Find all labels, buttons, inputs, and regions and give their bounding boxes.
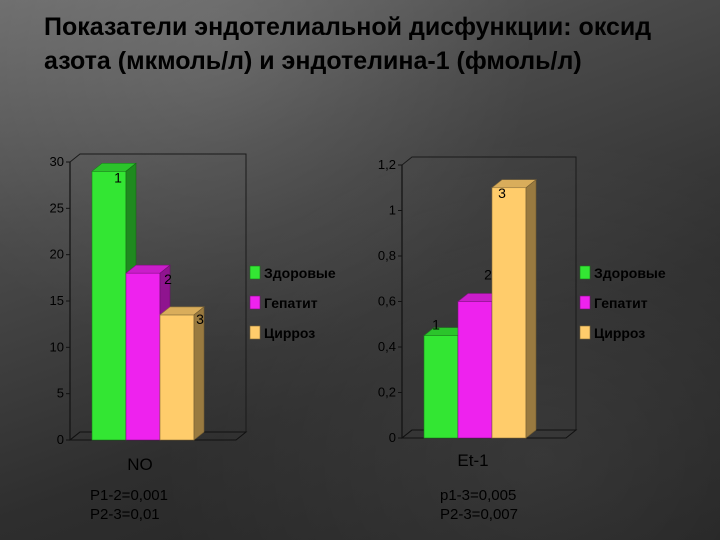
chart-no: 0 5 10 15 20 25 30 1 2 3 NO Здоровые Гепатит Цирроз (50, 153, 336, 474)
bar-label: 2 (164, 271, 172, 287)
legend-label: Гепатит (264, 295, 318, 311)
legend-label: Здоровые (264, 265, 336, 281)
chart-et1: 0 0,2 0,4 0,6 0,8 1 1,2 1 2 3 Et-1 Здоровые Гепатит Ц… (378, 156, 666, 470)
bar-side-Цирроз (193, 306, 205, 441)
y-tick-label: 30 (50, 154, 64, 169)
p-value-et1-1: p1-3=0,005 (440, 487, 517, 504)
legend-label: Цирроз (264, 325, 315, 341)
legend-swatch (579, 295, 591, 310)
bar-label: 3 (196, 311, 204, 327)
note-no: P1-2=0,001 P2-3=0,01 (90, 486, 168, 524)
bar-label: 1 (432, 317, 440, 333)
legend-label: Цирроз (594, 325, 645, 341)
slide-title: Показатели эндотелиальной дисфункции: ок… (44, 13, 652, 75)
bar-label: 2 (484, 267, 492, 283)
bar-Цирроз (491, 187, 527, 439)
bar-Гепатит (457, 301, 493, 439)
y-tick-label: 10 (50, 339, 64, 354)
legend-swatch (579, 325, 591, 340)
legend-label: Здоровые (594, 265, 666, 281)
bar-label: 1 (114, 169, 122, 185)
p-value-et1-2: P2-3=0,007 (440, 506, 518, 523)
p-value-no-1: P1-2=0,001 (90, 487, 168, 504)
y-tick-label: 25 (50, 200, 64, 215)
y-tick-label: 0 (57, 432, 64, 447)
y-tick-label: 1,2 (378, 157, 396, 172)
bar-side-Цирроз (525, 179, 537, 439)
note-et1: p1-3=0,005 P2-3=0,007 (440, 486, 518, 524)
y-tick-label: 15 (50, 293, 64, 308)
bar-Здоровые (91, 170, 127, 441)
legend-swatch (249, 295, 261, 310)
p-value-no-2: P2-3=0,01 (90, 506, 160, 523)
bar-label: 3 (498, 185, 506, 201)
y-tick-label: 20 (50, 247, 64, 262)
bar-Гепатит (125, 272, 161, 441)
bar-Цирроз (159, 314, 195, 441)
y-tick-label: 0,8 (378, 248, 396, 263)
legend-swatch (579, 265, 591, 280)
y-tick-label: 1 (389, 203, 396, 218)
x-axis-label: Et-1 (457, 451, 488, 470)
bar-Здоровые (423, 335, 459, 439)
legend-label: Гепатит (594, 295, 648, 311)
y-tick-label: 0,6 (378, 294, 396, 309)
y-tick-label: 0 (389, 430, 396, 445)
y-tick-label: 5 (57, 386, 64, 401)
x-axis-label: NO (127, 455, 153, 474)
legend-swatch (249, 325, 261, 340)
y-tick-label: 0,4 (378, 339, 396, 354)
legend-swatch (249, 265, 261, 280)
y-tick-label: 0,2 (378, 385, 396, 400)
